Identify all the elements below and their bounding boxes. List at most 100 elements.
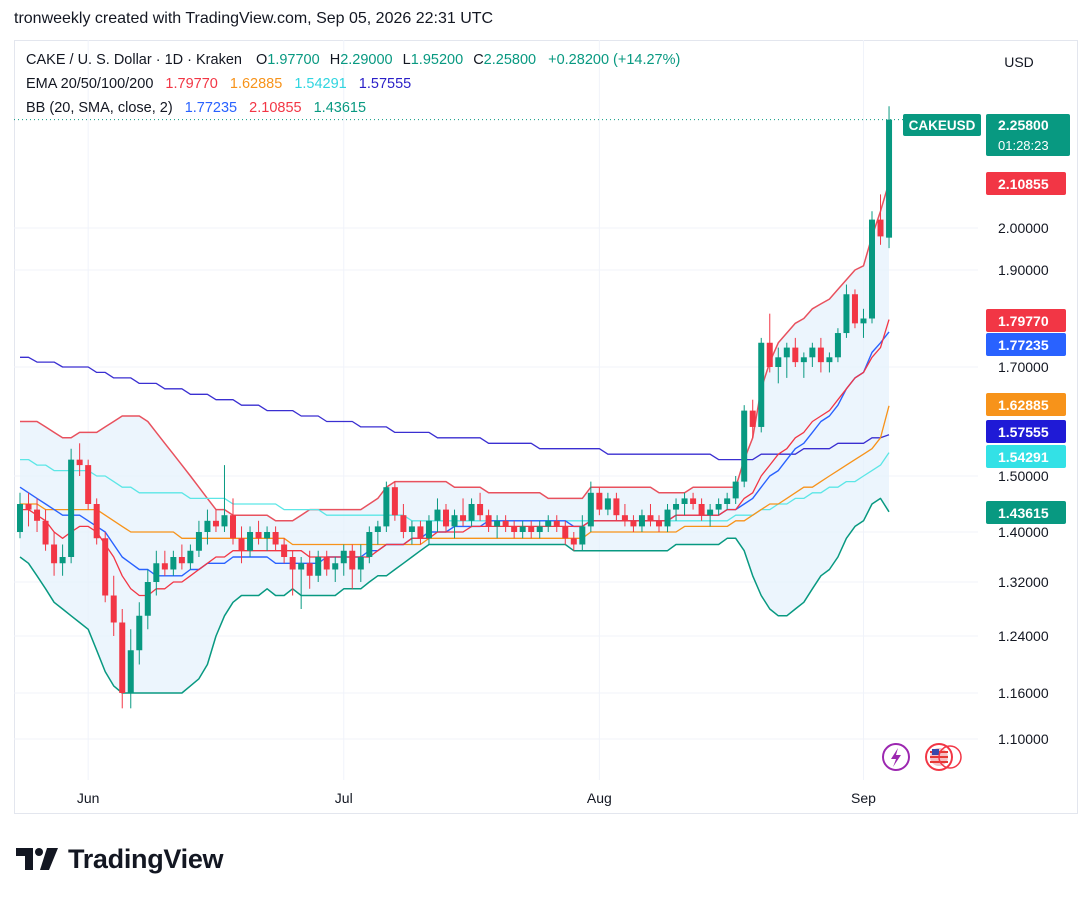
legend-ema-row[interactable]: EMA 20/50/100/200 1.79770 1.62885 1.5429… bbox=[26, 76, 411, 92]
candle-body bbox=[749, 410, 756, 427]
legend-symbol-row: CAKE / U. S. Dollar · 1D · Kraken O1.977… bbox=[26, 52, 680, 68]
candle-body bbox=[34, 509, 41, 521]
candle-body bbox=[766, 342, 773, 367]
attribution: tronweekly created with TradingView.com,… bbox=[14, 10, 494, 27]
candle-body bbox=[195, 532, 202, 551]
candle-body bbox=[425, 520, 432, 539]
countdown-timer: 01:28:23 bbox=[998, 138, 1049, 153]
ohlc-close: C2.25800 bbox=[473, 52, 537, 68]
candle-body bbox=[792, 347, 799, 363]
candle-body bbox=[451, 515, 458, 527]
price-tag-value: 1.43615 bbox=[998, 505, 1049, 521]
candle-body bbox=[775, 357, 782, 367]
candle-body bbox=[349, 550, 356, 570]
x-tick-label: Jun bbox=[77, 790, 100, 806]
ema-label: EMA 20/50/100/200 bbox=[26, 76, 154, 92]
candle-body bbox=[161, 563, 168, 570]
candle-body bbox=[826, 357, 833, 363]
candle-body bbox=[460, 515, 467, 521]
candle-body bbox=[144, 582, 151, 616]
candle-body bbox=[877, 219, 884, 237]
candle-body bbox=[170, 557, 177, 570]
candle-body bbox=[886, 119, 893, 238]
currency-button[interactable]: USD bbox=[1004, 54, 1034, 70]
candle-body bbox=[621, 515, 628, 521]
bb-lower-line bbox=[19, 497, 890, 694]
price-tag-value: 2.10855 bbox=[998, 176, 1049, 192]
tradingview-logo-icon bbox=[16, 848, 58, 870]
candles bbox=[17, 106, 893, 709]
candle-body bbox=[417, 526, 424, 539]
candle-body bbox=[323, 557, 330, 570]
candle-body bbox=[536, 526, 543, 532]
y-tick-label: 2.00000 bbox=[998, 220, 1049, 236]
candle-body bbox=[545, 520, 552, 527]
candle-body bbox=[59, 557, 66, 564]
candle-body bbox=[315, 557, 322, 576]
candle-body bbox=[221, 515, 228, 527]
price-tag-value: 1.79770 bbox=[998, 313, 1049, 329]
candle-body bbox=[42, 520, 49, 545]
candle-body bbox=[869, 219, 875, 319]
candle-body bbox=[528, 526, 535, 532]
candle-body bbox=[443, 509, 449, 527]
candle-body bbox=[383, 487, 390, 527]
candle-body bbox=[17, 504, 23, 532]
price-axis: 2.00000 1.90000 1.70000 1.50000 1.40000 1.320… bbox=[998, 220, 1049, 747]
candle-body bbox=[136, 615, 143, 651]
x-tick-label: Sep bbox=[851, 790, 876, 806]
price-tag bbox=[986, 501, 1066, 524]
us-flag-icon[interactable] bbox=[925, 743, 962, 771]
symbol-tag bbox=[903, 114, 981, 136]
candle-body bbox=[127, 650, 134, 693]
candle-body bbox=[707, 509, 714, 516]
candle-body bbox=[851, 294, 858, 324]
candle-body bbox=[93, 504, 100, 539]
candle-body bbox=[230, 515, 236, 539]
candle-body bbox=[357, 557, 364, 570]
price-tag-value: 1.62885 bbox=[998, 397, 1049, 413]
candle-body bbox=[783, 347, 790, 358]
price-tag bbox=[986, 309, 1066, 332]
y-tick-label: 1.90000 bbox=[998, 262, 1049, 278]
candle-body bbox=[391, 487, 398, 516]
legend-bb-row[interactable]: BB (20, SMA, close, 2) 1.77235 2.10855 1… bbox=[26, 100, 366, 116]
candle-body bbox=[247, 532, 254, 551]
ema200-value: 1.57555 bbox=[358, 76, 412, 92]
lightning-icon[interactable] bbox=[882, 743, 910, 771]
price-tag-value: 1.54291 bbox=[998, 449, 1049, 465]
candle-body bbox=[690, 498, 697, 504]
candle-body bbox=[76, 459, 83, 466]
tradingview-logo[interactable]: TradingView bbox=[16, 842, 224, 876]
candle-body bbox=[553, 520, 560, 527]
price-tags: CAKEUSD 2.25800 01:28:23 2.10855 1.79770 1.77… bbox=[903, 114, 1070, 524]
bb-upper-value: 2.10855 bbox=[249, 100, 302, 116]
candle-body bbox=[502, 520, 509, 527]
candle-body bbox=[800, 357, 807, 363]
candle-body bbox=[809, 347, 816, 358]
price-tag bbox=[986, 172, 1066, 195]
candle-body bbox=[212, 520, 219, 527]
ema100-value: 1.54291 bbox=[294, 76, 347, 92]
y-tick-label: 1.24000 bbox=[998, 628, 1049, 644]
bb-basis-value: 1.77235 bbox=[184, 100, 238, 116]
price-tag bbox=[986, 445, 1066, 468]
ema50-line bbox=[20, 405, 890, 546]
chart-frame[interactable] bbox=[14, 40, 1078, 814]
candle-body bbox=[51, 544, 58, 564]
candle-body bbox=[570, 538, 577, 545]
candle-body bbox=[698, 504, 705, 516]
candle-body bbox=[332, 563, 339, 570]
bb-lower-value: 1.43615 bbox=[313, 100, 367, 116]
candle-body bbox=[587, 492, 594, 527]
candle-body bbox=[119, 622, 126, 693]
candle-body bbox=[681, 498, 688, 504]
ohlc-high: H2.29000 bbox=[329, 52, 393, 68]
candle-body bbox=[758, 342, 765, 427]
candle-body bbox=[298, 563, 305, 570]
price-tag bbox=[986, 420, 1066, 443]
candle-body bbox=[656, 520, 662, 527]
candle-body bbox=[604, 498, 611, 510]
candle-body bbox=[638, 515, 645, 527]
